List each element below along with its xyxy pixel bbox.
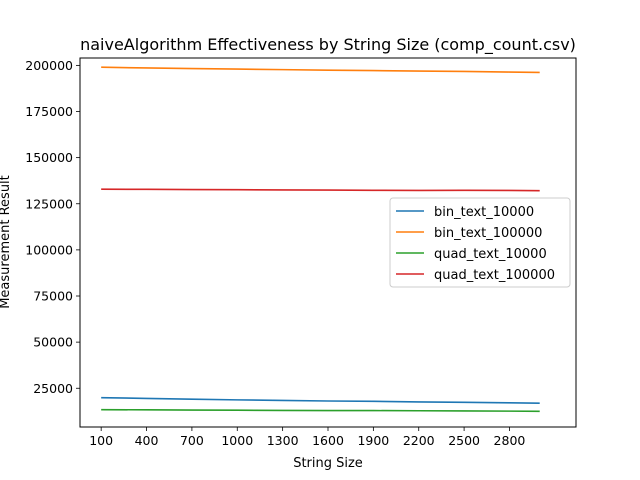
y-tick-label: 125000 — [25, 196, 73, 211]
x-axis: 100 400 700 1000 1300 1600 1900 2200 2500 2800 — [89, 427, 525, 448]
x-tick-label: 2800 — [494, 433, 526, 448]
y-tick-label: 25000 — [33, 381, 73, 396]
series-layer — [101, 66, 540, 413]
series-line-0 — [101, 396, 540, 404]
legend-label-0: bin_text_10000 — [434, 205, 534, 220]
y-tick-label: 100000 — [25, 242, 73, 257]
series-line-3 — [101, 188, 540, 192]
series-line-2 — [101, 408, 540, 413]
x-axis-label: String Size — [293, 456, 363, 471]
legend-box — [389, 197, 571, 288]
y-tick-label: 75000 — [33, 289, 73, 304]
x-tick-label: 2200 — [403, 433, 435, 448]
series-line-1 — [101, 66, 540, 74]
x-tick-label: 400 — [135, 433, 159, 448]
x-tick-label: 1000 — [221, 433, 253, 448]
y-tick-label: 50000 — [33, 335, 73, 350]
y-tick-label: 200000 — [25, 58, 73, 73]
x-tick-label: 100 — [89, 433, 113, 448]
y-tick-label: 150000 — [25, 150, 73, 165]
x-tick-label: 1300 — [267, 433, 299, 448]
legend-label-3: quad_text_100000 — [434, 268, 555, 283]
legend: bin_text_10000 bin_text_100000 quad_text_1… — [389, 197, 571, 288]
x-tick-label: 1600 — [312, 433, 344, 448]
chart-title: naiveAlgorithm Effectiveness by String S… — [80, 35, 576, 55]
y-axis: 25000 50000 75000 100000 125000 150000 175000 2… — [25, 58, 80, 396]
legend-label-1: bin_text_100000 — [434, 226, 542, 241]
x-tick-label: 700 — [180, 433, 204, 448]
x-tick-label: 2500 — [448, 433, 480, 448]
legend-label-2: quad_text_10000 — [434, 247, 547, 262]
y-tick-label: 175000 — [25, 104, 73, 119]
y-axis-label: Measurement Result — [0, 175, 13, 309]
x-tick-label: 1900 — [357, 433, 389, 448]
